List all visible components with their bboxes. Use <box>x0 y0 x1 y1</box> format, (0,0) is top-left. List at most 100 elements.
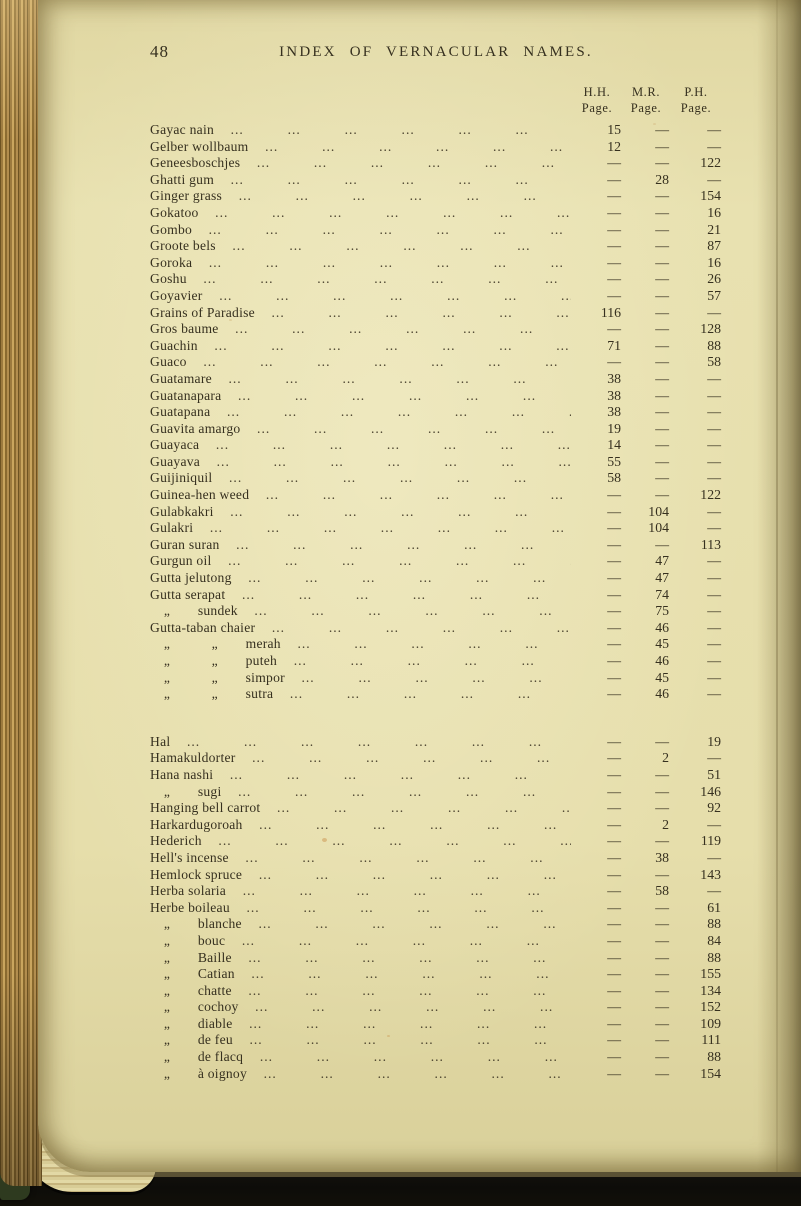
ph-page-value: — <box>707 816 721 832</box>
entry-name: Gros baume <box>150 321 219 337</box>
dot-leader: ... ... ... ... ... ... ... ... ... ... <box>249 1015 548 1031</box>
hh-page-value: 38 <box>607 370 621 386</box>
dot-leader: ... ... ... ... ... ... ... ... ... ... <box>241 932 540 948</box>
index-entry-row: Hanging bell carrot ... ... ... ... ... … <box>150 800 722 817</box>
dot-leader: ... ... ... ... ... ... ... ... ... ... <box>203 354 559 370</box>
index-entry-row: „ diable ... ... ... ... ... ... ... ...… <box>150 1016 722 1033</box>
index-entry-row: Goroka ... ... ... ... ... ... ... ... .… <box>150 255 722 272</box>
hh-page-value: — <box>607 520 621 536</box>
entry-name: Gutta serapat <box>150 586 226 602</box>
dot-leader: ... ... ... ... ... ... ... ... ... ... <box>230 122 529 137</box>
dot-leader: ... ... ... ... ... ... ... ... ... ... <box>238 387 537 403</box>
dot-leader: ... ... ... ... ... ... ... ... ... ... <box>248 982 547 998</box>
ph-page-value: — <box>707 586 721 602</box>
ph-page-value: — <box>707 686 721 702</box>
entry-name: „ Catian <box>150 966 235 982</box>
hh-page-value: — <box>607 487 621 503</box>
ph-page-value: — <box>707 503 721 519</box>
mr-page-value: — <box>655 204 669 220</box>
dot-leader: ... ... ... ... ... ... ... ... ... ... <box>229 470 571 486</box>
index-entry-row: Gelber wollbaum ... ... ... ... ... ... … <box>150 139 722 156</box>
index-section-G: Gayac nain ... ... ... ... ... ... ... .… <box>150 122 722 703</box>
ph-page-value: 84 <box>707 932 721 948</box>
hh-page-value: — <box>607 866 621 882</box>
entry-name: Hanging bell carrot <box>150 800 261 816</box>
index-entry-row: Gulabkakri ... ... ... ... ... ... ... .… <box>150 504 722 521</box>
entry-name: Gutta jelutong <box>150 570 232 586</box>
dot-leader: ... ... ... ... ... ... ... ... ... ... <box>203 271 559 287</box>
hh-page-value: — <box>607 553 621 569</box>
ph-page-value: — <box>707 404 721 420</box>
entry-name: Grains of Paradise <box>150 304 255 320</box>
entry-name: Goshu <box>150 271 187 287</box>
column-header-abbrev-row: H.H. M.R. P.H. <box>150 84 722 100</box>
mr-page-value: 104 <box>648 503 669 519</box>
index-entry-row: Groote bels ... ... ... ... ... ... ... … <box>150 238 722 255</box>
dot-leader: ... ... ... ... ... ... ... ... ... ... <box>229 766 528 782</box>
hh-page-value: 15 <box>607 122 621 137</box>
hh-page-value: 38 <box>607 404 621 420</box>
entry-name: Goyavier <box>150 287 203 303</box>
mr-page-value: — <box>655 999 669 1015</box>
mr-page-value: — <box>655 866 669 882</box>
index-entry-row: Gutta jelutong ... ... ... ... ... ... .… <box>150 570 722 587</box>
hh-page-value: 71 <box>607 337 621 353</box>
hh-page-value: — <box>607 982 621 998</box>
ph-page-value: 109 <box>700 1015 721 1031</box>
dot-leader: ... ... ... ... ... ... ... ... ... ... <box>230 171 529 187</box>
mr-page-value: — <box>655 916 669 932</box>
mr-page-value: 58 <box>655 883 669 899</box>
ph-page-value: — <box>707 653 721 668</box>
mr-page-value: — <box>655 404 669 420</box>
index-entry-row: „ bouc ... ... ... ... ... ... ... ... .… <box>150 933 722 950</box>
page-label-ph: Page. <box>680 101 712 115</box>
page-label-hh: Page. <box>581 101 613 115</box>
entry-name: „ sugi <box>150 783 222 799</box>
entry-name: Goroka <box>150 254 193 270</box>
dot-leader: ... ... ... ... ... ... ... ... ... ... <box>263 1065 562 1081</box>
entry-name: Gurgun oil <box>150 553 212 569</box>
entry-name: Hal <box>150 733 171 749</box>
ph-page-value: — <box>707 553 721 569</box>
hh-page-value: 19 <box>607 420 621 436</box>
mr-page-value: — <box>655 783 669 799</box>
hh-page-value: — <box>607 503 621 519</box>
mr-page-value: — <box>655 122 669 137</box>
dot-leader: ... ... ... ... ... ... ... ... ... ... <box>271 619 570 635</box>
mr-page-value: — <box>655 287 669 303</box>
page-label-mr: Page. <box>630 101 662 115</box>
index-entry-row: „ „ simpor ... ... ... ... ... ... ... .… <box>150 670 722 687</box>
hh-page-value: — <box>607 686 621 702</box>
hh-page-value: 58 <box>607 470 621 486</box>
dot-leader: ... ... ... ... ... ... ... ... ... ... <box>232 238 531 254</box>
column-header-ph: P.H. <box>684 85 708 99</box>
index-entry-row: Goshu ... ... ... ... ... ... ... ... ..… <box>150 271 722 288</box>
ph-page-value: — <box>707 669 721 685</box>
dot-leader: ... ... ... ... ... ... ... ... ... ... <box>208 254 564 270</box>
ph-page-value: 152 <box>700 999 721 1015</box>
entry-name: „ de flacq <box>150 1049 244 1065</box>
ph-page-value: 87 <box>707 238 721 254</box>
ph-page-value: 88 <box>707 949 721 965</box>
mr-page-value: 46 <box>655 653 669 668</box>
page-header: 48 INDEX OF VERNACULAR NAMES. <box>150 36 722 66</box>
index-entry-row: „ sugi ... ... ... ... ... ... ... ... .… <box>150 784 722 801</box>
entry-name: Guavita amargo <box>150 420 241 436</box>
ph-page-value: — <box>707 453 721 469</box>
dot-leader: ... ... ... ... ... ... ... ... ... ... <box>257 420 556 436</box>
dot-leader: ... ... ... ... ... ... ... ... ... ... <box>248 949 547 965</box>
index-entry-row: Herbe boileau ... ... ... ... ... ... ..… <box>150 900 722 917</box>
index-entry-row: Harkardugoroah ... ... ... ... ... ... .… <box>150 817 722 834</box>
dot-leader: ... ... ... ... ... ... ... ... ... ... <box>249 1032 548 1048</box>
dot-leader: ... ... ... ... ... ... ... ... ... ... <box>228 370 571 386</box>
printed-content: 48 INDEX OF VERNACULAR NAMES. H.H. M.R. … <box>150 36 722 1082</box>
index-entry-row: Guatamare ... ... ... ... ... ... ... ..… <box>150 371 722 388</box>
hh-page-value: — <box>607 750 621 766</box>
hh-page-value: — <box>607 816 621 832</box>
dot-leader: ... ... ... ... ... ... ... ... ... ... <box>251 966 550 982</box>
mr-page-value: — <box>655 271 669 287</box>
hh-page-value: — <box>607 586 621 602</box>
index-entry-row: „ „ sutra ... ... ... ... ... ... ... ..… <box>150 686 722 703</box>
hh-page-value: — <box>607 949 621 965</box>
index-entry-row: Guayava ... ... ... ... ... ... ... ... … <box>150 454 722 471</box>
